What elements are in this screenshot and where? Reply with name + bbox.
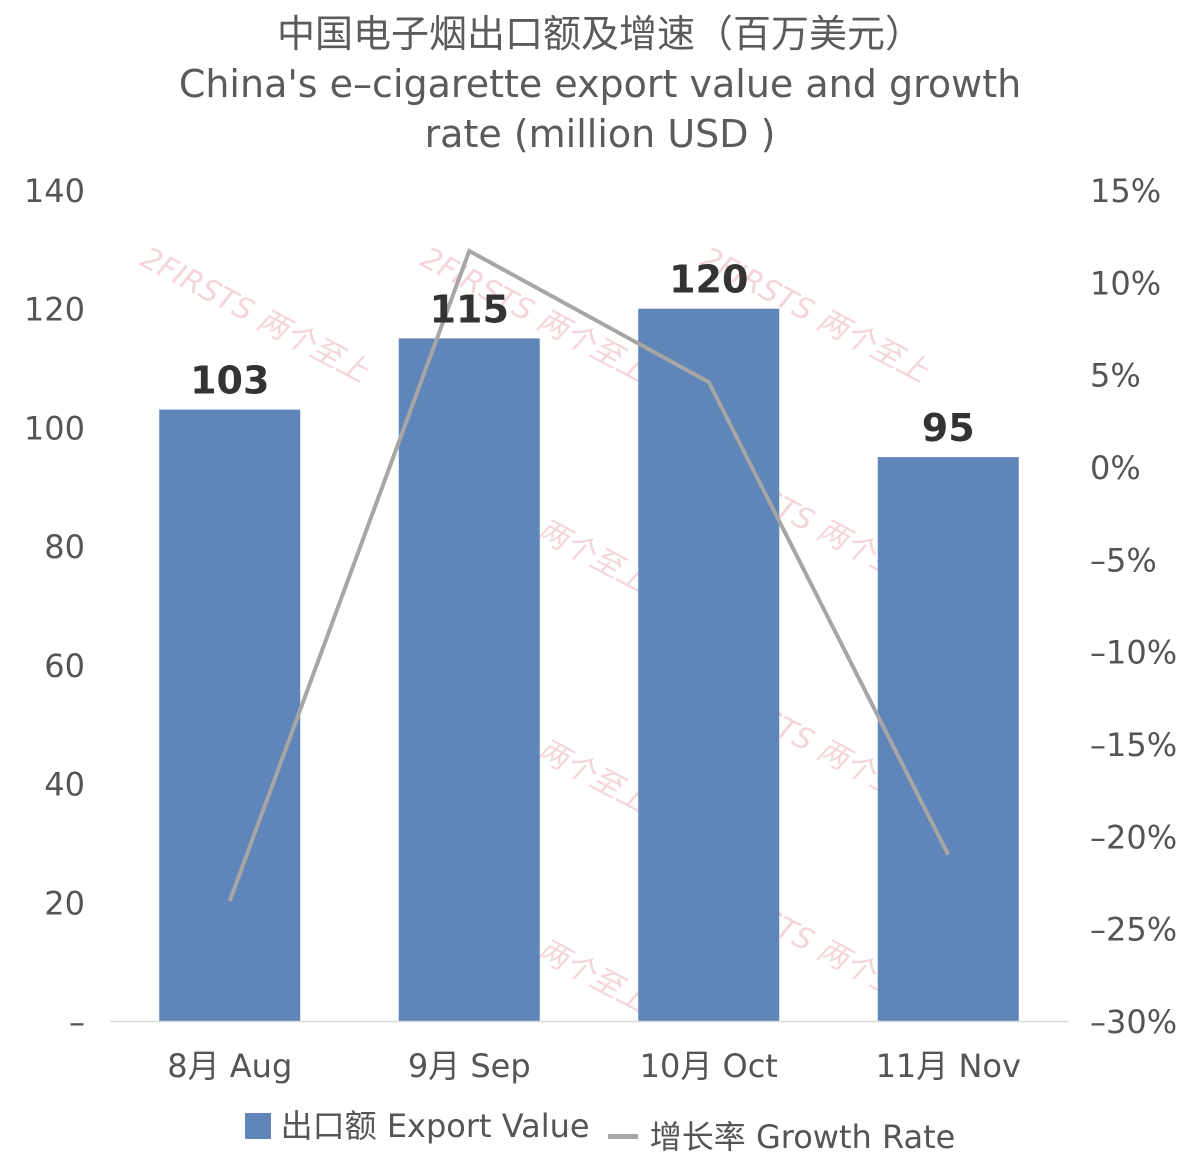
legend-label-export-value: 出口额 Export Value xyxy=(280,1107,590,1145)
bar xyxy=(638,308,780,1021)
y-left-tick-label: – xyxy=(69,1003,85,1041)
bar-data-label: 95 xyxy=(922,406,975,450)
y-right-tick-label: –30% xyxy=(1090,1003,1177,1041)
legend-label-growth-rate: 增长率 Growth Rate xyxy=(649,1117,956,1156)
legend: 出口额 Export Value 增长率 Growth Rate xyxy=(0,1106,1200,1157)
y-left-tick-label: 140 xyxy=(24,172,85,210)
y-left-tick-label: 80 xyxy=(44,528,85,566)
y-right-tick-label: 5% xyxy=(1090,357,1141,395)
y-right-tick-label: –15% xyxy=(1090,726,1177,764)
x-tick-label: 11月 Nov xyxy=(876,1047,1021,1085)
y-right-tick-label: 15% xyxy=(1090,172,1161,210)
bar-data-label: 115 xyxy=(430,287,509,331)
y-right-tick-label: 0% xyxy=(1090,449,1141,487)
bar xyxy=(398,338,540,1022)
growth-rate-line xyxy=(227,248,951,902)
chart-canvas: – 20 40 60 80 100 120 140 –30% –25% –20% –15% –10% –5… xyxy=(24,172,1177,1085)
chart-title-zh: 中国电子烟出口额及增速（百万美元） xyxy=(276,12,923,56)
y-left-tick-label: 40 xyxy=(44,766,85,804)
x-tick-label: 8月 Aug xyxy=(167,1047,292,1085)
legend-item-export-value: 出口额 Export Value xyxy=(244,1106,590,1146)
legend-item-growth-rate: 增长率 Growth Rate xyxy=(607,1117,956,1157)
bar-data-label: 120 xyxy=(669,258,748,302)
chart-title-en-line1: China's e–cigarette export value and gro… xyxy=(178,62,1022,106)
y-left-tick-label: 60 xyxy=(44,647,85,685)
y-left-tick-label: 20 xyxy=(44,884,85,922)
y-right-tick-label: –5% xyxy=(1090,541,1157,579)
y-right-tick-label: –20% xyxy=(1090,818,1177,856)
bar xyxy=(877,457,1019,1021)
y-left-tick-label: 100 xyxy=(24,409,85,447)
y-left-tick-label: 120 xyxy=(24,291,85,329)
x-tick-label: 10月 Oct xyxy=(640,1047,778,1085)
y-right-tick-label: 10% xyxy=(1090,264,1161,302)
legend-swatch-bar xyxy=(244,1113,271,1139)
y-right-tick-label: –10% xyxy=(1090,634,1177,672)
bar xyxy=(159,409,301,1021)
y-right-tick-label: –25% xyxy=(1090,911,1177,949)
bar-data-label: 103 xyxy=(190,359,269,403)
legend-swatch-line xyxy=(607,1134,638,1139)
x-tick-label: 9月 Sep xyxy=(408,1047,531,1085)
chart-title-en-line2: rate (million USD ) xyxy=(424,112,776,156)
